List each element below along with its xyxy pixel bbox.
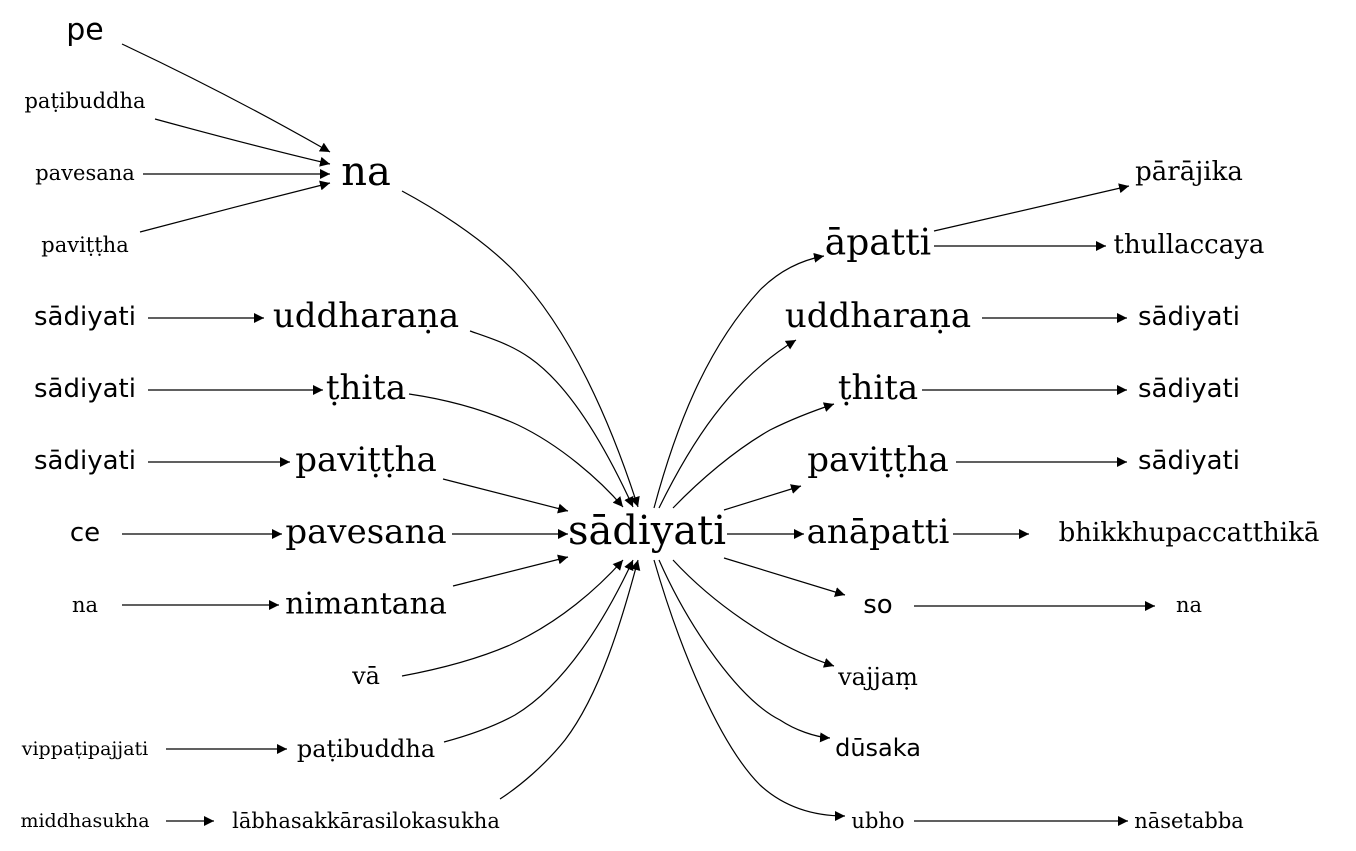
edge-sadiyati-so [723,557,846,597]
node-pavittha-right: paviṭṭha [807,440,949,480]
edge-pavittha-na [139,180,331,233]
edge-va-sadiyati [401,559,624,677]
node-parajika: pārājika [1135,157,1243,187]
node-pavittha-middle: paviṭṭha [295,440,437,480]
node-apatti: āpatti [825,223,931,264]
node-sadiyati-center: sādiyati [568,508,726,554]
node-sadiyati-rr-3: sādiyati [1138,446,1240,476]
nodes: pe paṭibuddha pavesana paviṭṭha sādiyati… [20,13,1319,834]
edge-sadiyati-apatti [653,252,825,509]
node-sadiyati-rr-2: sādiyati [1138,374,1240,404]
node-patibuddha: paṭibuddha [24,89,145,113]
node-sadiyati-2: sādiyati [34,374,136,404]
node-na-far-right: na [1176,593,1202,617]
edge-sadiyati-vajjam [672,559,835,668]
node-patibuddha-middle: paṭibuddha [297,735,435,763]
edge-uddharana-sadiyati [469,330,634,508]
edge-pe-na [121,43,331,153]
node-uddharana-middle: uddharaṇa [273,296,459,336]
node-bhikkhupaccatthika: bhikkhupaccatthikā [1059,518,1320,548]
node-thullaccaya: thullaccaya [1114,230,1265,260]
node-anapatti: anāpatti [807,512,950,552]
node-ubho: ubho [851,809,904,833]
node-sadiyati-3: sādiyati [34,446,136,476]
edge-sadiyati-thita-r [672,402,835,509]
node-dusaka: dūsaka [835,734,921,762]
node-na-left: na [72,593,98,617]
node-so: so [863,590,892,620]
edge-labhasakkara-sadiyati [499,559,641,800]
edge-sadiyati-pavittha-r [723,484,802,511]
edge-pavittha-sadiyati [442,478,569,514]
edge-sadiyati-ubho [653,559,846,821]
node-vippatipajjati: vippaṭipajjati [21,738,149,760]
node-sadiyati-rr-1: sādiyati [1138,302,1240,332]
node-thita-right: ṭhita [838,368,918,408]
node-pavesana: pavesana [35,161,135,185]
node-middhasukha: middhasukha [20,810,149,832]
edge-patibuddha-na [154,118,331,167]
edges [121,43,1155,826]
node-nimantana-middle: nimantana [285,587,447,622]
node-sadiyati-1: sādiyati [34,302,136,332]
node-uddharana-right: uddharaṇa [785,296,971,336]
edge-thita-sadiyati [408,393,624,508]
node-pavittha: paviṭṭha [41,233,128,257]
edge-na-sadiyati [401,190,640,508]
edge-nimantana-sadiyati [452,554,569,587]
node-pavesana-middle: pavesana [285,512,446,552]
node-labhasakkara-middle: lābhasakkārasilokasukha [232,809,500,833]
node-na-middle: na [341,149,391,195]
edge-patibuddha-sadiyati [443,559,634,743]
node-ce: ce [70,518,100,548]
node-va-middle: vā [351,662,380,690]
node-nasetabba: nāsetabba [1134,809,1244,833]
node-thita-middle: ṭhita [326,368,406,408]
edge-sadiyati-uddharana-r [658,339,797,509]
edge-apatti-parajika [933,183,1130,232]
edge-sadiyati-dusaka [658,559,831,743]
node-pe: pe [66,13,104,48]
node-vajjam: vajjaṃ [837,663,918,691]
